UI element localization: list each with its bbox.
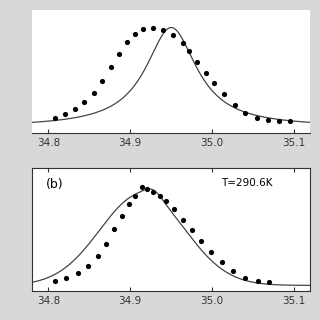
Point xyxy=(287,119,292,124)
Point xyxy=(180,41,185,46)
Point xyxy=(62,112,67,117)
Point xyxy=(195,60,200,65)
Point xyxy=(267,279,272,284)
Point xyxy=(64,275,69,280)
Point xyxy=(95,254,100,259)
Point xyxy=(180,217,185,222)
Point xyxy=(170,32,175,37)
Point xyxy=(52,116,58,121)
Point xyxy=(265,118,270,123)
Point xyxy=(187,49,192,54)
Point xyxy=(126,202,131,207)
Point xyxy=(52,278,58,283)
Point xyxy=(100,79,105,84)
Point xyxy=(211,81,216,86)
Point xyxy=(160,27,165,32)
Point xyxy=(108,65,113,70)
Point xyxy=(231,268,236,274)
Point xyxy=(151,25,156,30)
Point xyxy=(233,103,238,108)
Point xyxy=(255,116,260,121)
Point xyxy=(151,189,156,194)
Point xyxy=(111,227,116,232)
Point xyxy=(189,228,194,233)
Text: T=290.6K: T=290.6K xyxy=(221,178,273,188)
Point xyxy=(222,92,227,97)
Point xyxy=(144,186,149,191)
Point xyxy=(92,91,97,96)
Point xyxy=(141,26,146,31)
Point xyxy=(203,71,208,76)
Point xyxy=(103,241,108,246)
Point xyxy=(116,52,121,57)
Point xyxy=(242,111,247,116)
Point xyxy=(119,213,124,219)
Point xyxy=(82,100,87,105)
Point xyxy=(199,238,204,244)
Point xyxy=(172,207,177,212)
Point xyxy=(75,270,80,276)
Point xyxy=(85,264,90,269)
Point xyxy=(157,193,162,198)
Point xyxy=(132,193,138,198)
Text: (b): (b) xyxy=(46,178,64,191)
Point xyxy=(209,249,214,254)
Point xyxy=(164,199,169,204)
Point xyxy=(124,40,130,45)
Point xyxy=(72,107,77,112)
Point xyxy=(139,184,144,189)
Point xyxy=(277,119,282,124)
Point xyxy=(255,278,260,283)
Point xyxy=(242,275,247,280)
Point xyxy=(220,260,225,265)
Point xyxy=(132,31,138,36)
